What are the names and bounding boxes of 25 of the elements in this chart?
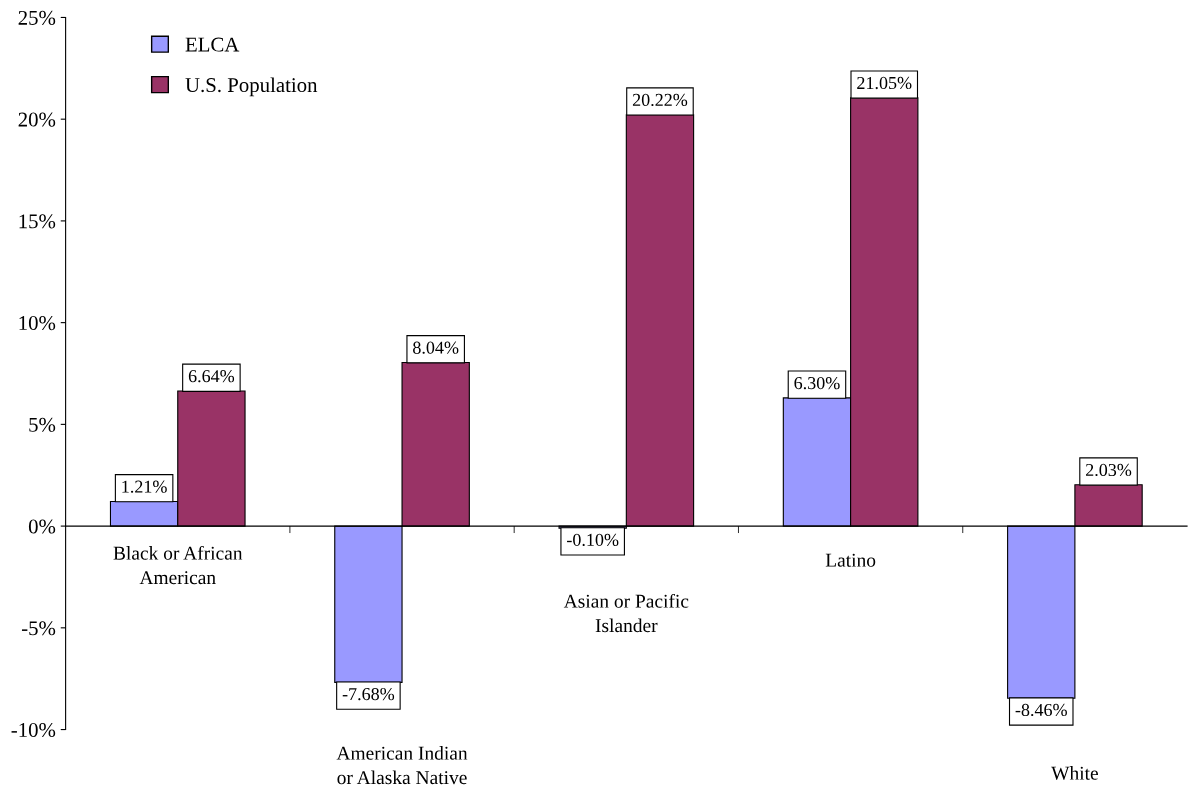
y-tick-label: 10% (19, 316, 56, 331)
y-tick-label: -10% (11, 722, 56, 738)
legend-label: U.S. Population (185, 77, 318, 97)
x-tick-label: White (1051, 766, 1098, 780)
data-label: 6.64% (188, 370, 235, 383)
x-tick-label: Asian or Pacific Islander (563, 593, 689, 633)
data-label: 8.04% (413, 341, 459, 354)
y-tick-label: 15% (19, 214, 56, 229)
data-label: -7.68% (342, 687, 395, 701)
x-tick-label: American Indian or Alaska Native (336, 746, 468, 785)
data-label: 20.22% (632, 93, 688, 107)
legend-label: ELCA (185, 37, 240, 52)
data-label: 2.03% (1086, 463, 1132, 477)
data-label: -8.46% (1015, 703, 1067, 717)
data-label: 6.30% (794, 376, 840, 390)
y-tick-label: 0% (28, 519, 56, 534)
y-tick-label: 5% (29, 417, 56, 432)
data-label: 1.21% (122, 480, 167, 493)
y-tick-label: 25% (18, 10, 56, 25)
x-tick-label: Black or African American (113, 545, 243, 585)
y-tick-label: 20% (18, 112, 56, 127)
x-tick-label: Latino (825, 553, 876, 567)
y-tick-label: -5% (21, 621, 56, 636)
data-label: 21.05% (857, 76, 912, 90)
data-label: -0.10% (567, 533, 619, 547)
